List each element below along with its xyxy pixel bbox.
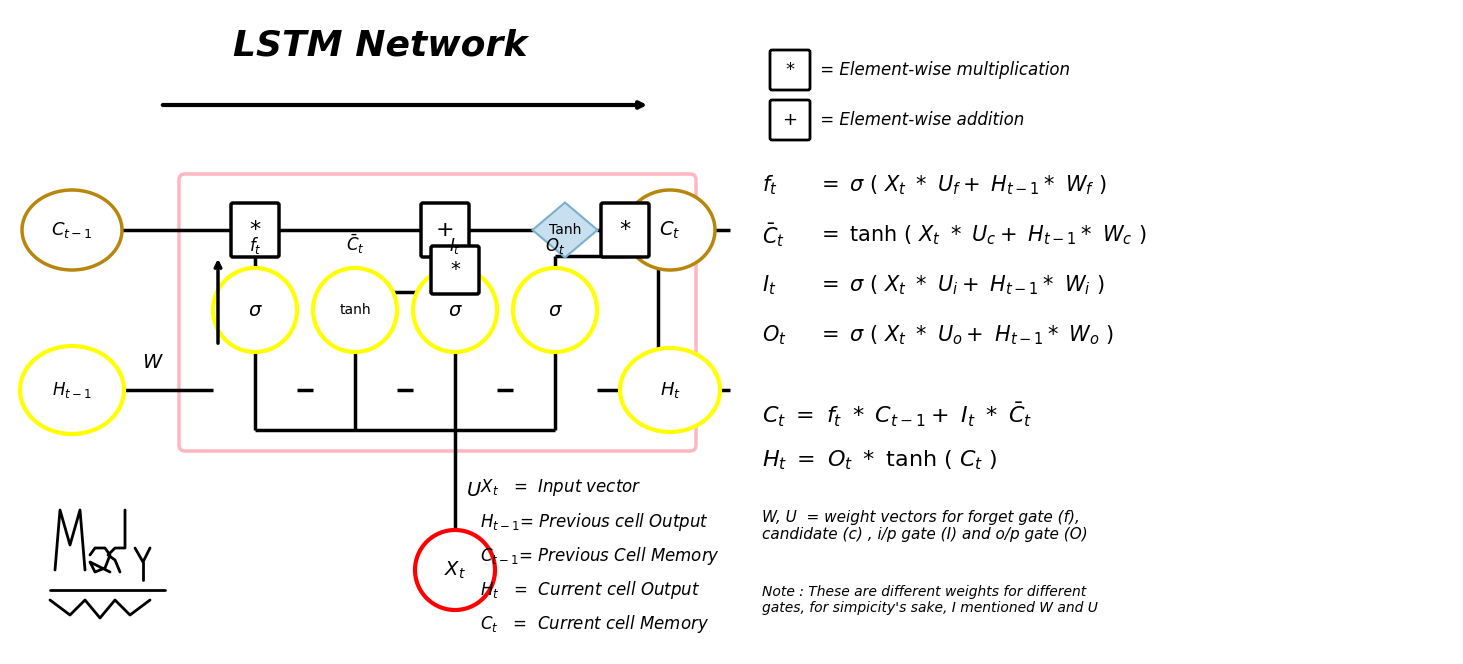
- FancyBboxPatch shape: [231, 203, 279, 257]
- Text: Note : These are different weights for different
gates, for simpicity's sake, I : Note : These are different weights for d…: [762, 585, 1097, 616]
- Text: *: *: [249, 220, 260, 240]
- Text: $H_{t-1}$= Previous cell Output: $H_{t-1}$= Previous cell Output: [480, 511, 708, 533]
- FancyBboxPatch shape: [421, 203, 470, 257]
- Text: $C_t$   =  Current cell Memory: $C_t$ = Current cell Memory: [480, 613, 710, 635]
- Ellipse shape: [20, 346, 124, 434]
- Text: W: W: [142, 353, 161, 372]
- Text: $C_{t-1}$: $C_{t-1}$: [51, 220, 94, 240]
- Text: LSTM Network: LSTM Network: [233, 28, 527, 62]
- Text: W, U  = weight vectors for forget gate (f),
candidate (c) , i/p gate (I) and o/p: W, U = weight vectors for forget gate (f…: [762, 510, 1088, 542]
- Text: tanh: tanh: [339, 303, 370, 317]
- Text: $O_t$: $O_t$: [546, 236, 565, 256]
- FancyBboxPatch shape: [432, 246, 478, 294]
- FancyBboxPatch shape: [601, 203, 650, 257]
- Polygon shape: [533, 203, 597, 258]
- Text: +: +: [783, 111, 797, 129]
- Text: U: U: [467, 481, 481, 499]
- Text: $f_t$: $f_t$: [249, 235, 262, 256]
- Text: $I_t$: $I_t$: [449, 236, 461, 256]
- Text: *: *: [786, 61, 794, 79]
- Ellipse shape: [415, 530, 494, 610]
- Ellipse shape: [620, 348, 720, 432]
- Text: $C_t$: $C_t$: [660, 219, 680, 240]
- Ellipse shape: [514, 268, 597, 352]
- Text: +: +: [436, 220, 455, 240]
- Text: *: *: [451, 260, 459, 280]
- FancyBboxPatch shape: [770, 100, 811, 140]
- Text: $=\ \mathrm{tanh}\ (\ X_t\ *\ U_c+\ H_{t-1}*\ W_c\ )$: $=\ \mathrm{tanh}\ (\ X_t\ *\ U_c+\ H_{t…: [816, 223, 1147, 247]
- Text: $C_{t-1}$= Previous Cell Memory: $C_{t-1}$= Previous Cell Memory: [480, 545, 720, 567]
- Text: $H_{t-1}$: $H_{t-1}$: [53, 380, 92, 400]
- Text: $\sigma$: $\sigma$: [448, 301, 462, 319]
- Text: $H_t$: $H_t$: [660, 380, 680, 400]
- Text: $f_t$: $f_t$: [762, 173, 777, 197]
- Ellipse shape: [22, 190, 121, 270]
- Text: $I_t$: $I_t$: [762, 273, 777, 297]
- Text: $=\ \sigma\ (\ X_t\ *\ U_i+\ H_{t-1}*\ W_i\ )$: $=\ \sigma\ (\ X_t\ *\ U_i+\ H_{t-1}*\ W…: [816, 273, 1105, 297]
- Text: $H_t$   =  Current cell Output: $H_t$ = Current cell Output: [480, 579, 701, 601]
- Text: = Element-wise multiplication: = Element-wise multiplication: [815, 61, 1069, 79]
- Text: $X_t$: $X_t$: [443, 559, 467, 580]
- Text: $O_t$: $O_t$: [762, 323, 787, 347]
- Ellipse shape: [413, 268, 497, 352]
- Text: $\bar{C}_t$: $\bar{C}_t$: [345, 232, 364, 256]
- Text: $\sigma$: $\sigma$: [547, 301, 562, 319]
- FancyBboxPatch shape: [770, 50, 811, 90]
- Text: $X_t$   =  Input vector: $X_t$ = Input vector: [480, 477, 641, 499]
- Ellipse shape: [313, 268, 396, 352]
- Text: *: *: [619, 220, 631, 240]
- Ellipse shape: [214, 268, 297, 352]
- Text: Tanh: Tanh: [549, 223, 581, 237]
- Text: $=\ \sigma\ (\ X_t\ *\ U_f+\ H_{t-1}*\ W_f\ )$: $=\ \sigma\ (\ X_t\ *\ U_f+\ H_{t-1}*\ W…: [816, 173, 1106, 197]
- Text: $\sigma$: $\sigma$: [247, 301, 262, 319]
- Ellipse shape: [625, 190, 715, 270]
- Text: $H_t\ =\ O_t\ *\ \mathrm{tanh}\ (\ C_t\ )$: $H_t\ =\ O_t\ *\ \mathrm{tanh}\ (\ C_t\ …: [762, 448, 998, 472]
- Text: $=\ \sigma\ (\ X_t\ *\ U_o+\ H_{t-1}*\ W_o\ )$: $=\ \sigma\ (\ X_t\ *\ U_o+\ H_{t-1}*\ W…: [816, 323, 1115, 347]
- Text: $\bar{C}_t$: $\bar{C}_t$: [762, 221, 786, 249]
- Text: = Element-wise addition: = Element-wise addition: [815, 111, 1024, 129]
- Text: $C_t\ =\ f_t\ *\ C_{t-1}+\ I_t\ *\ \bar{C}_t$: $C_t\ =\ f_t\ *\ C_{t-1}+\ I_t\ *\ \bar{…: [762, 401, 1033, 429]
